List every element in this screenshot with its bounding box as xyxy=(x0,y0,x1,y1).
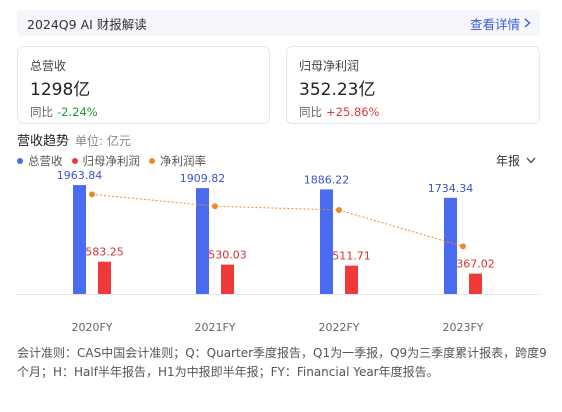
net-profit-label: 归母净利润 xyxy=(299,59,360,73)
net-margin-point xyxy=(212,203,218,210)
revenue-bar-label: 1886.22 xyxy=(304,173,350,186)
net-profit-bar-label: 530.03 xyxy=(208,249,247,262)
net-profit-bar xyxy=(469,273,482,294)
revenue-yoy-value: -2.24% xyxy=(57,105,98,119)
accounting-footnote: 会计准则：CAS中国会计准则；Q：Quarter季度报告，Q1为一季报，Q9为三… xyxy=(17,346,547,379)
chevron-right-icon xyxy=(524,18,531,28)
revenue-yoy: 同比 -2.24% xyxy=(30,104,257,120)
trend-header: 营收趋势 单位: 亿元 xyxy=(17,130,131,149)
revenue-bar-label: 1734.34 xyxy=(428,182,474,195)
revenue-value: 1298亿 xyxy=(30,80,91,100)
x-tick-label: 2022FY xyxy=(318,321,359,334)
revenue-bar xyxy=(320,189,333,294)
revenue-yoy-label: 同比 xyxy=(30,105,53,119)
chevron-down-icon xyxy=(526,157,536,164)
net-profit-card: 归母净利润 352.23亿 同比 +25.86% xyxy=(286,46,540,124)
legend-label-net-margin: 净利润率 xyxy=(160,154,206,168)
net-profit-bar xyxy=(221,264,234,294)
net-profit-yoy-value: +25.86% xyxy=(326,105,380,119)
period-dropdown[interactable]: 年报 xyxy=(496,152,536,169)
legend-dot-net-profit xyxy=(71,158,78,164)
revenue-bar-label: 1963.84 xyxy=(57,169,103,182)
revenue-bar xyxy=(444,197,457,294)
period-dropdown-value[interactable]: 年报 xyxy=(496,154,521,168)
trend-unit: 单位: 亿元 xyxy=(75,134,131,148)
revenue-bar xyxy=(73,185,86,294)
net-profit-bar-label: 511.71 xyxy=(332,250,371,263)
revenue-label: 总营收 xyxy=(30,59,67,73)
legend-label-net-profit: 归母净利润 xyxy=(82,154,141,168)
legend-dot-net-margin xyxy=(149,158,155,164)
chart-legend: 总营收 归母净利润 净利润率 xyxy=(17,153,215,169)
revenue-trend-chart: 1963.84 583.25 2020FY 1909.82 530.03 2021FY 18… xyxy=(17,169,540,334)
net-profit-bar xyxy=(98,261,111,294)
net-profit-bar-label: 583.25 xyxy=(85,246,124,259)
net-profit-bar-label: 367.02 xyxy=(456,258,495,271)
x-tick-label: 2021FY xyxy=(194,321,235,334)
revenue-bar-label: 1909.82 xyxy=(180,172,226,185)
legend-dot-revenue xyxy=(17,158,23,164)
net-profit-yoy: 同比 +25.86% xyxy=(299,104,527,120)
revenue-bar xyxy=(196,188,209,294)
legend-item-net-margin[interactable]: 净利润率 xyxy=(149,153,206,169)
report-title: 2024Q9 AI 财报解读 xyxy=(27,16,147,32)
trend-title: 营收趋势 xyxy=(17,134,70,149)
net-margin-point xyxy=(336,207,342,214)
net-margin-point xyxy=(89,191,95,198)
legend-item-net-profit[interactable]: 归母净利润 xyxy=(71,153,141,169)
net-profit-yoy-label: 同比 xyxy=(299,105,322,119)
view-details-label[interactable]: 查看详情 xyxy=(469,16,520,32)
revenue-card: 总营收 1298亿 同比 -2.24% xyxy=(17,46,270,124)
legend-label-revenue: 总营收 xyxy=(28,154,63,168)
net-margin-point xyxy=(460,243,466,250)
x-tick-label: 2023FY xyxy=(442,321,483,334)
x-tick-label: 2020FY xyxy=(71,321,112,334)
view-details-link[interactable]: 查看详情 xyxy=(470,14,531,33)
net-profit-bar xyxy=(345,265,358,294)
report-header-bar: 2024Q9 AI 财报解读 查看详情 xyxy=(17,10,540,36)
net-margin-line xyxy=(91,193,464,247)
legend-item-revenue[interactable]: 总营收 xyxy=(17,153,63,169)
net-profit-value: 352.23亿 xyxy=(299,80,376,100)
